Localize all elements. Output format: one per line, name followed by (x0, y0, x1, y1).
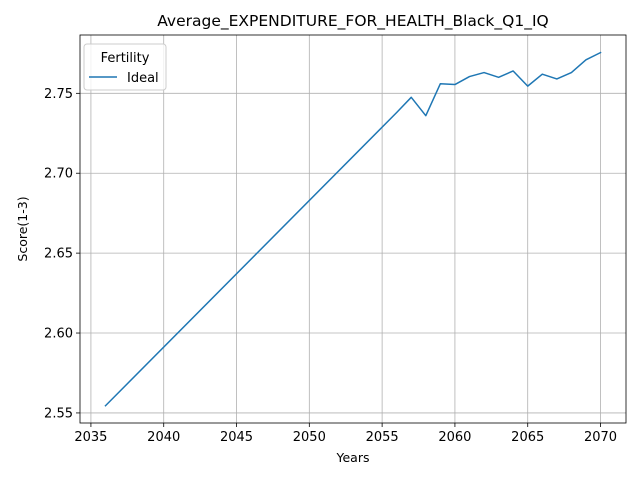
legend-label-ideal: Ideal (127, 71, 159, 86)
x-tick-label: 2040 (147, 430, 180, 445)
y-tick-label: 2.55 (44, 406, 73, 421)
y-tick-label: 2.70 (44, 167, 73, 182)
legend: Fertility Ideal (84, 44, 166, 90)
y-tick-label: 2.60 (44, 327, 73, 342)
y-tick-label: 2.65 (44, 247, 73, 262)
legend-title: Fertility (101, 51, 150, 66)
x-tick-label: 2055 (366, 430, 399, 445)
y-axis-label: Score(1-3) (15, 196, 30, 261)
x-tick-label: 2060 (438, 430, 471, 445)
x-tick-label: 2050 (293, 430, 326, 445)
y-tick-label: 2.75 (44, 87, 73, 102)
x-axis-label: Years (336, 450, 370, 465)
x-tick-label: 2045 (220, 430, 253, 445)
x-tick-label: 2065 (511, 430, 544, 445)
chart-title: Average_EXPENDITURE_FOR_HEALTH_Black_Q1_… (157, 12, 549, 31)
x-tick-label: 2035 (74, 430, 107, 445)
x-tick-label: 2070 (584, 430, 617, 445)
